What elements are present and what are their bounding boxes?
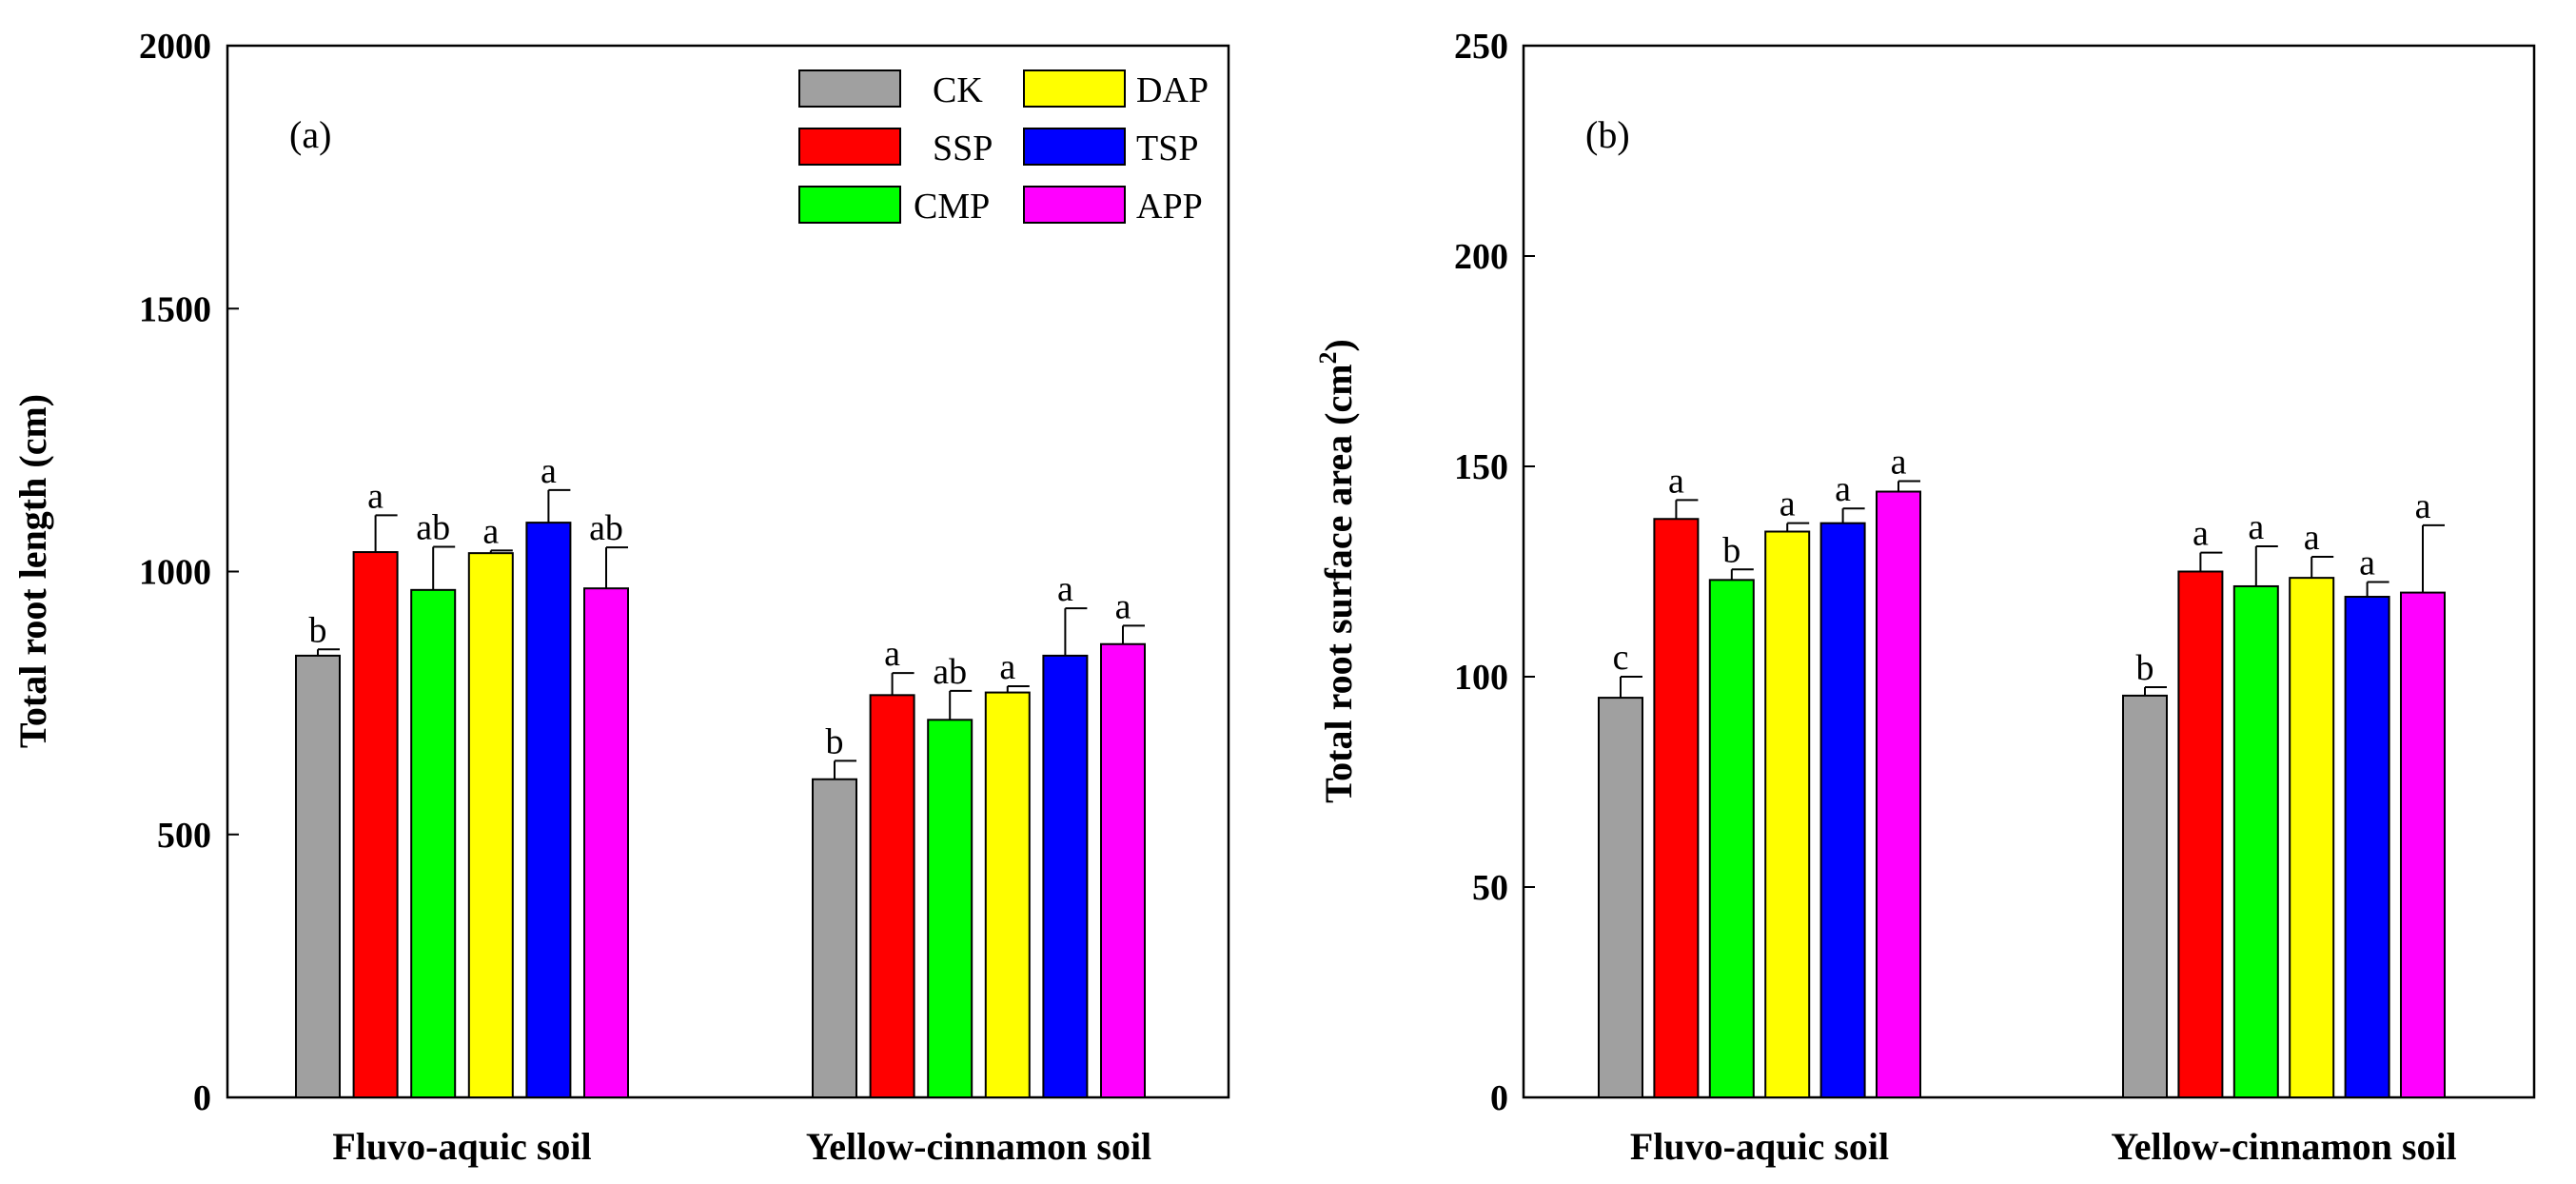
panel-b-chart: (b) Total root surface area (cm2) 0 50 100… [1314, 27, 2536, 1168]
significance-letter: ab [416, 508, 450, 548]
panel-b-x-axis: Fluvo-aquic soil Yellow-cinnamon soil [1630, 1125, 2457, 1168]
bar-app [2400, 591, 2446, 1098]
significance-letter: c [1613, 638, 1629, 678]
legend-item-tsp: TSP [1023, 128, 1198, 168]
y-tick-label: 1000 [139, 553, 211, 593]
legend-swatch-ssp [798, 128, 901, 166]
x-category-label: Yellow-cinnamon soil [806, 1125, 1151, 1168]
panel-b-y-axis: 0 50 100 150 200 250 [1454, 27, 1535, 1118]
panel-b-label: (b) [1585, 113, 1630, 156]
legend-item-app: APP [1023, 186, 1203, 227]
bar-tsp [525, 522, 572, 1098]
bar-cmp [927, 719, 973, 1098]
x-category-label: Fluvo-aquic soil [332, 1125, 591, 1168]
significance-letter: a [541, 451, 557, 491]
significance-letter: a [367, 476, 383, 516]
bar-cmp [1708, 579, 1755, 1098]
y-tick-label: 200 [1454, 237, 1508, 277]
significance-letter: a [2415, 486, 2431, 526]
significance-letter: a [2193, 514, 2209, 554]
x-category-label: Fluvo-aquic soil [1630, 1125, 1889, 1168]
bar-ck [295, 654, 341, 1099]
significance-letter: b [826, 721, 844, 761]
y-tick-label: 0 [1490, 1078, 1508, 1118]
significance-letter: a [1891, 442, 1907, 482]
bar-ssp [2177, 570, 2224, 1098]
bar-app [583, 587, 629, 1098]
y-tick-label: 500 [157, 816, 211, 856]
y-tick-label: 0 [193, 1078, 211, 1118]
bar-dap [1764, 530, 1811, 1098]
y-tick-label: 150 [1454, 447, 1508, 487]
bar-ssp [869, 694, 915, 1099]
significance-letter: a [2304, 518, 2320, 558]
significance-letter: a [2248, 507, 2264, 547]
legend-swatch-cmp [798, 186, 901, 224]
bar-ssp [1653, 518, 1700, 1098]
panel-a-y-axis: 0 500 1000 1500 2000 [139, 27, 239, 1118]
significance-letter: ab [933, 652, 967, 692]
bar-dap [2289, 577, 2335, 1098]
legend-label-dap: DAP [1136, 70, 1209, 110]
legend-swatch-dap [1023, 69, 1126, 108]
significance-letter: b [1722, 530, 1740, 570]
y-tick-label: 250 [1454, 27, 1508, 67]
legend-label-ssp: SSP [933, 128, 993, 168]
significance-letter: a [1057, 569, 1073, 609]
bar-app [1876, 490, 1921, 1098]
bar-tsp [1819, 522, 1866, 1098]
significance-letter: ab [589, 508, 623, 548]
panel-b-frame [1522, 44, 2536, 1099]
panel-a-chart: (a) Total root length (cm) 0 500 1000 1500 2… [11, 27, 1230, 1168]
bar-dap [984, 691, 1031, 1098]
panel-b-y-axis-title-sup: 2 [1314, 351, 1342, 364]
bar-ssp [352, 551, 399, 1098]
panel-a-x-axis: Fluvo-aquic soil Yellow-cinnamon soil [332, 1125, 1151, 1168]
legend-swatch-app [1023, 186, 1126, 224]
y-tick-label: 2000 [139, 27, 211, 67]
significance-letter: a [1668, 461, 1684, 501]
significance-letter: b [309, 610, 327, 650]
bar-cmp [410, 588, 457, 1098]
bar-ck [812, 778, 857, 1098]
legend-label-cmp: CMP [914, 187, 990, 227]
bar-ck [1598, 697, 1643, 1098]
bar-ck [2122, 694, 2168, 1098]
y-tick-label: 50 [1472, 868, 1508, 908]
panel-b-y-axis-title-end: ) [1317, 339, 1360, 351]
y-tick-label: 100 [1454, 658, 1508, 698]
legend-item-ck: CK [798, 69, 983, 110]
legend-item-ssp: SSP [798, 128, 993, 168]
significance-letter: a [482, 511, 499, 551]
legend-item-cmp: CMP [798, 186, 990, 227]
panel-b-y-axis-title-main: Total root surface area (cm [1317, 364, 1360, 802]
panel-a-y-axis-title: Total root length (cm) [11, 394, 54, 748]
bar-tsp [2344, 596, 2390, 1098]
bar-tsp [1042, 654, 1089, 1099]
significance-letter: a [1835, 469, 1851, 509]
significance-letter: b [2136, 648, 2154, 688]
bar-cmp [2232, 584, 2279, 1098]
legend-label-app: APP [1136, 187, 1203, 227]
x-category-label: Yellow-cinnamon soil [2111, 1125, 2456, 1168]
y-tick-label: 1500 [139, 289, 211, 329]
bar-dap [467, 552, 514, 1098]
legend-label-ck: CK [933, 70, 983, 110]
panel-b-y-axis-title: Total root surface area (cm2) [1314, 339, 1360, 803]
bar-app [1100, 642, 1146, 1098]
significance-letter: a [2359, 543, 2375, 583]
significance-letter: a [884, 634, 900, 674]
legend-swatch-ck [798, 69, 901, 108]
legend-label-tsp: TSP [1136, 128, 1198, 168]
significance-letter: a [1115, 586, 1131, 626]
legend-item-dap: DAP [1023, 69, 1209, 110]
significance-letter: a [999, 647, 1015, 687]
panel-a-label: (a) [289, 113, 331, 156]
legend-swatch-tsp [1023, 128, 1126, 166]
significance-letter: a [1780, 484, 1796, 524]
legend: CK DAP SSP TSP CMP APP [798, 69, 1209, 227]
